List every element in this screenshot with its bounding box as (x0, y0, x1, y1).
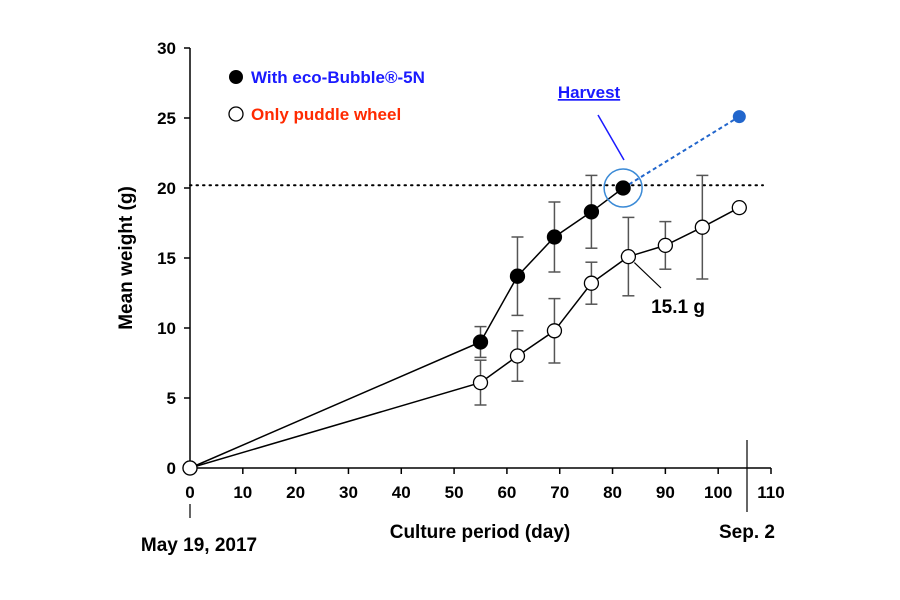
x-tick-label: 0 (185, 483, 194, 502)
data-point (546, 229, 563, 245)
harvest-pointer (597, 114, 625, 161)
y-tick-label: 25 (157, 109, 176, 128)
x-tick-label: 20 (286, 483, 305, 502)
legend-marker-filled (229, 70, 243, 84)
data-point (182, 460, 198, 476)
harvest-circle (603, 168, 643, 208)
y-tick-label: 0 (167, 459, 176, 478)
x-tick-label: 90 (656, 483, 675, 502)
y-tick-label: 30 (157, 39, 176, 58)
legend: With eco-Bubble®-5N Only puddle wheel (228, 68, 425, 124)
projected-point (732, 110, 746, 124)
x-tick-label: 110 (757, 483, 784, 502)
x-tick-label: 50 (445, 483, 464, 502)
start-date-label: May 19, 2017 (141, 535, 257, 556)
data-point (583, 204, 600, 220)
y-tick-label: 20 (157, 179, 176, 198)
y-axis-label: Mean weight (g) (116, 186, 137, 330)
x-tick-label: 10 (233, 483, 252, 502)
legend-label-eco-bubble: With eco-Bubble®-5N (251, 68, 425, 87)
harvest-label: Harvest (558, 83, 621, 102)
value-pointer (633, 262, 662, 289)
projection-line (622, 115, 740, 189)
data-point (694, 219, 710, 235)
value-label: 15.1 g (651, 297, 705, 318)
data-point (472, 374, 489, 391)
y-tick-label: 10 (157, 319, 176, 338)
data-point (731, 199, 747, 216)
legend-label-puddle-wheel: Only puddle wheel (251, 105, 401, 124)
data-point (509, 348, 526, 364)
x-tick-label: 100 (704, 483, 732, 502)
x-tick-label: 60 (497, 483, 516, 502)
x-tick-label: 80 (603, 483, 622, 502)
y-tick-label: 5 (167, 389, 176, 408)
x-tick-label: 40 (392, 483, 411, 502)
y-tick-label: 15 (157, 249, 176, 268)
data-point (657, 237, 674, 254)
x-axis-label: Culture period (day) (390, 522, 571, 543)
legend-marker-open (228, 106, 244, 122)
x-tick-label: 70 (550, 483, 569, 502)
data-point (583, 275, 600, 291)
data-point (472, 334, 489, 350)
end-date-label: Sep. 2 (719, 522, 775, 543)
data-point (546, 323, 563, 339)
x-tick-label: 30 (339, 483, 358, 502)
data-point (615, 180, 631, 196)
data-point (620, 248, 637, 265)
series-line-1 (189, 206, 740, 469)
data-point (509, 268, 526, 284)
